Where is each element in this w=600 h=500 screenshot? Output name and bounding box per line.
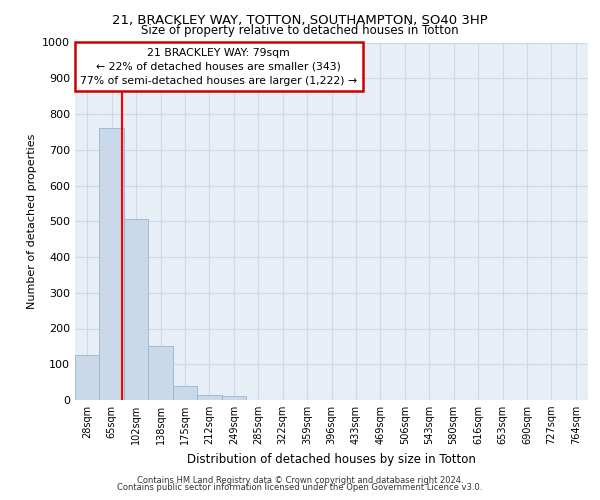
Bar: [100, 128, 124, 400]
Bar: [173, 386, 197, 400]
Text: Contains public sector information licensed under the Open Government Licence v3: Contains public sector information licen…: [118, 483, 482, 492]
Text: Contains HM Land Registry data © Crown copyright and database right 2024.: Contains HM Land Registry data © Crown c…: [137, 476, 463, 485]
Bar: [221, 396, 246, 400]
Text: 21, BRACKLEY WAY, TOTTON, SOUTHAMPTON, SO40 3HP: 21, BRACKLEY WAY, TOTTON, SOUTHAMPTON, S…: [112, 14, 488, 27]
Bar: [197, 394, 221, 400]
Bar: [75, 356, 100, 400]
X-axis label: Distribution of detached houses by size in Totton: Distribution of detached houses by size …: [187, 452, 476, 466]
Text: 21 BRACKLEY WAY: 79sqm
← 22% of detached houses are smaller (343)
77% of semi-de: 21 BRACKLEY WAY: 79sqm ← 22% of detached…: [80, 48, 357, 86]
Bar: [148, 346, 173, 400]
Y-axis label: Number of detached properties: Number of detached properties: [26, 134, 37, 309]
Bar: [124, 220, 148, 400]
Text: Size of property relative to detached houses in Totton: Size of property relative to detached ho…: [141, 24, 459, 37]
